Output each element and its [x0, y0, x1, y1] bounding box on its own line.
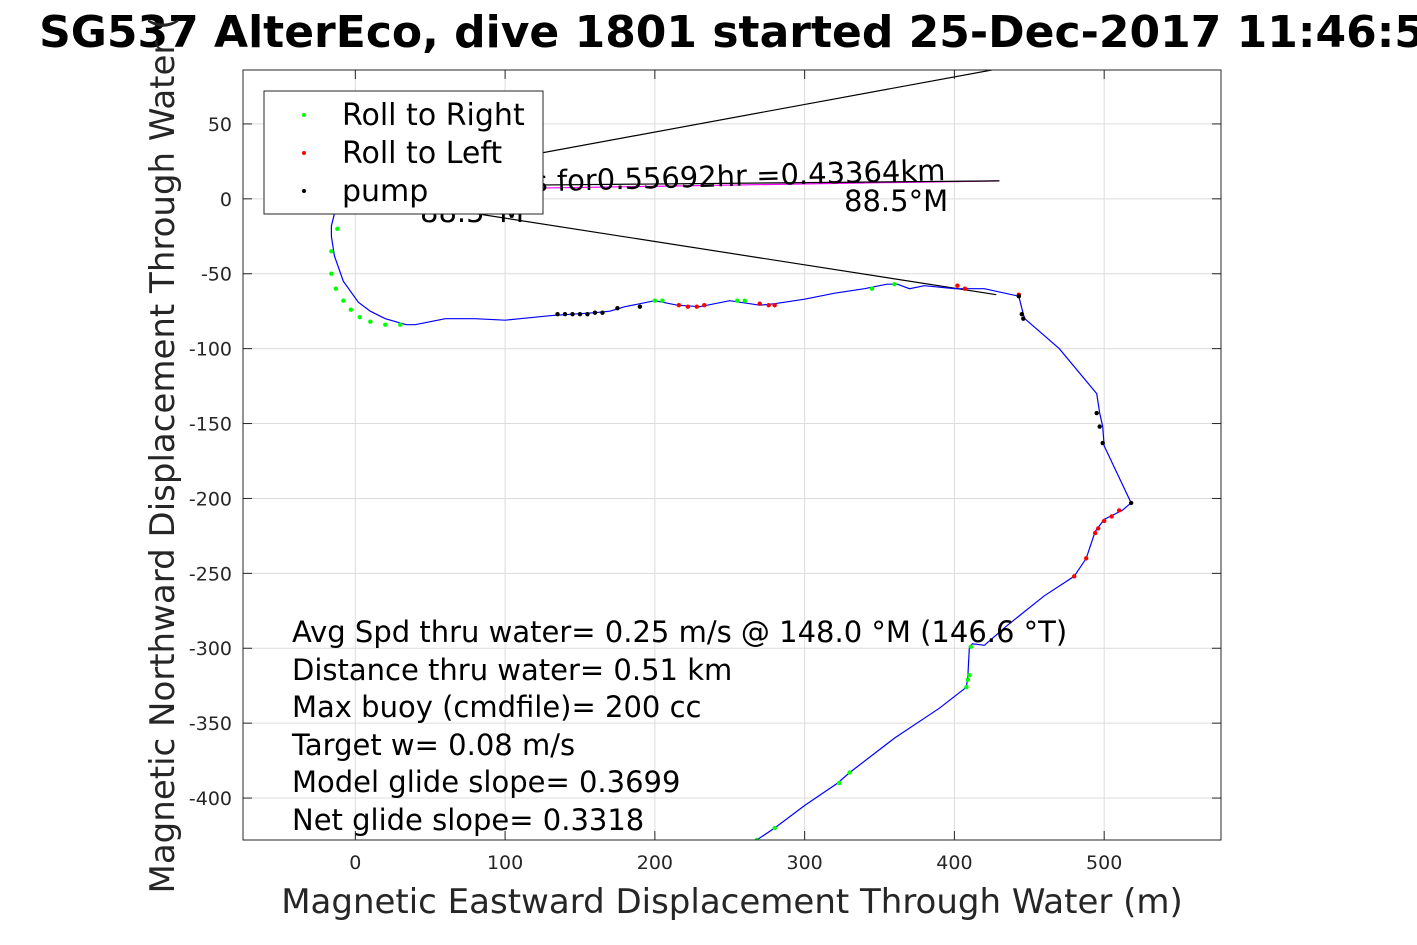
x-tick-label: 0 [349, 852, 361, 874]
chart-title: SG537 AlterEco, dive 1801 started 25-Dec… [39, 7, 1417, 58]
legend-marker-roll-right [302, 113, 306, 117]
pump-point [570, 311, 575, 317]
y-tick-label: -200 [189, 488, 232, 510]
roll-left-point [694, 304, 700, 309]
legend-label-pump: pump [342, 174, 428, 209]
y-tick-label: -350 [189, 713, 232, 735]
pump-point [600, 310, 605, 315]
roll-right-point [869, 286, 875, 291]
roll-left-point [955, 283, 960, 288]
y-tick-label: -250 [189, 563, 232, 585]
roll-right-point [772, 825, 777, 831]
roll-right-point [652, 298, 658, 303]
y-axis-label: Magnetic Northward Displacement Through … [143, 17, 183, 894]
x-tick-label: 400 [936, 852, 972, 874]
pump-point [1094, 410, 1099, 416]
pump-point [555, 311, 560, 317]
pump-point [592, 310, 598, 315]
y-tick-label: 0 [220, 189, 232, 211]
roll-right-point [965, 677, 971, 682]
legend-box [263, 90, 544, 215]
x-tick-label: 200 [637, 852, 673, 874]
roll-right-point [383, 322, 388, 327]
legend-marker-pump [302, 189, 306, 193]
y-tick-label: -150 [189, 414, 232, 436]
pump-point [585, 311, 590, 317]
pump-point [1021, 316, 1026, 321]
vector-heading-label: 88.5°M [844, 184, 948, 218]
stats-line-5: Model glide slope= 0.3699 [292, 765, 680, 799]
roll-right-point [968, 644, 974, 649]
roll-left-point [772, 302, 777, 308]
pump-point [1016, 294, 1022, 299]
roll-left-point [1072, 574, 1077, 579]
roll-right-point [335, 226, 340, 231]
stats-annotation: Avg Spd thru water= 0.25 m/s @ 148.0 °M … [291, 615, 1067, 837]
roll-left-point [676, 302, 682, 308]
stats-line-6: Net glide slope= 0.3318 [292, 803, 644, 837]
y-tick-label: -100 [189, 339, 232, 361]
roll-left-point [766, 302, 771, 308]
stats-line-2: Distance thru water= 0.51 km [292, 653, 732, 687]
legend-label-roll-right: Roll to Right [342, 98, 525, 133]
ticks: 0 100 200 300 400 500500-50-100-150-200-250-3… [189, 70, 1221, 874]
roll-right-point [333, 286, 339, 291]
roll-right-point [357, 314, 363, 320]
pump-point [577, 311, 583, 317]
roll-left-point [685, 304, 691, 309]
roll-left-point [1092, 530, 1098, 536]
x-axis-label: Magnetic Eastward Displacement Through W… [281, 882, 1183, 922]
roll-right-point [754, 837, 759, 840]
stats-line-1: Avg Spd thru water= 0.25 m/s @ 148.0 °M … [292, 615, 1067, 649]
roll-right-point [742, 298, 747, 303]
roll-left-point [1101, 518, 1107, 524]
roll-right-point [847, 770, 852, 775]
legend: Roll to Right Roll to Left pump [263, 90, 544, 215]
pump-point [1097, 424, 1102, 429]
glider-track-line [330, 198, 1132, 840]
pump-point [615, 305, 620, 311]
roll-left-point [1116, 508, 1122, 513]
stats-line-4: Target w= 0.08 m/s [291, 728, 575, 762]
roll-right-point [735, 298, 740, 303]
y-tick-label: -400 [189, 788, 232, 810]
legend-label-roll-left: Roll to Left [342, 136, 502, 171]
roll-right-point [967, 673, 972, 678]
pump-point [637, 304, 643, 309]
roll-left-point [1109, 514, 1114, 519]
roll-right-point [398, 322, 403, 327]
pump-point [1100, 440, 1105, 446]
roll-left-point [757, 301, 762, 306]
pump-point [1128, 500, 1134, 506]
y-tick-label: -300 [189, 638, 232, 660]
y-tick-label: 50 [208, 114, 232, 136]
pump-point [1019, 311, 1025, 317]
x-tick-label: 100 [487, 852, 523, 874]
grid-lines [243, 70, 1221, 840]
x-tick-label: 500 [1086, 852, 1122, 874]
x-tick-label: 300 [787, 852, 823, 874]
legend-marker-roll-left [302, 151, 306, 155]
roll-left-point [702, 302, 707, 308]
pump-point [562, 311, 568, 317]
roll-right-point [368, 319, 373, 324]
roll-left-point [1084, 556, 1089, 561]
roll-right-point [660, 298, 665, 303]
roll-right-point [892, 282, 897, 287]
roll-right-point [836, 780, 842, 786]
y-tick-label: -50 [201, 264, 232, 286]
plot-frame [242, 69, 1222, 841]
roll-left-point [1095, 526, 1101, 531]
stats-line-3: Max buoy (cmdfile)= 200 cc [292, 690, 701, 724]
roll-left-point [962, 286, 968, 291]
roll-right-point [341, 298, 346, 303]
roll-right-point [964, 684, 969, 690]
roll-right-point [329, 271, 334, 276]
roll-right-point [348, 307, 354, 312]
roll-right-point [329, 249, 334, 254]
